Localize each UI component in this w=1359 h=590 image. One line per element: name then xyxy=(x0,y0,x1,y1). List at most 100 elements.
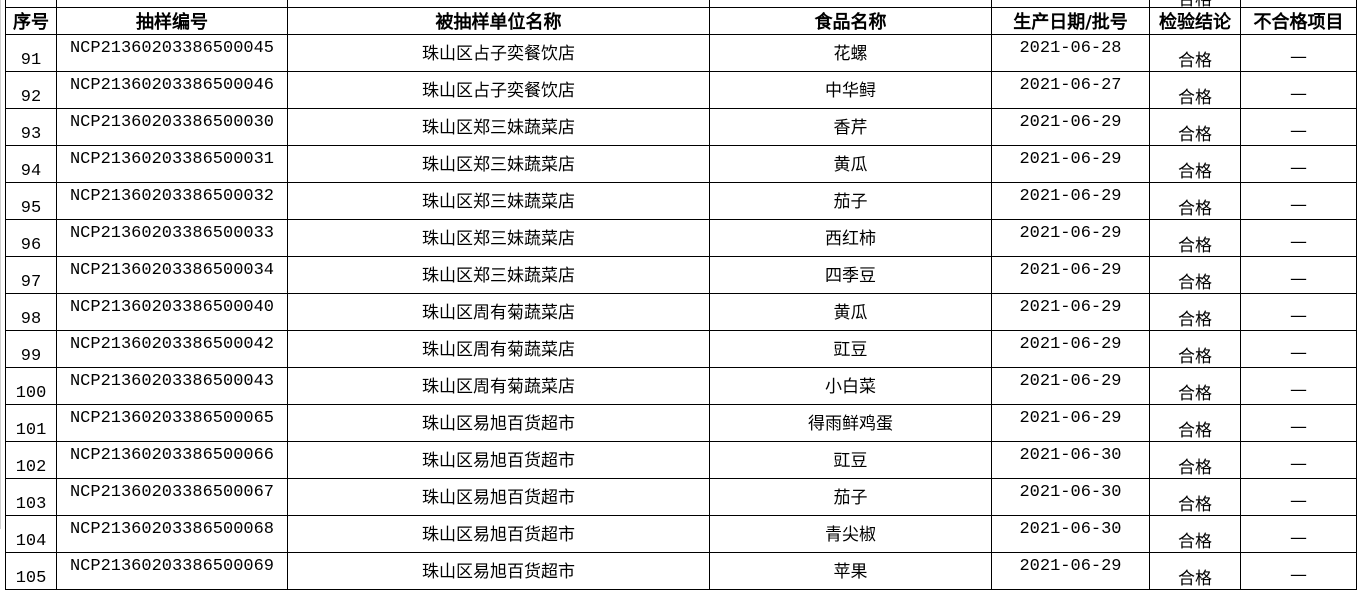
cell-date[interactable]: 2021-06-29 xyxy=(991,108,1150,146)
cell-fail[interactable]: — xyxy=(1240,552,1357,590)
cell-code[interactable]: NCP21360203386500068 xyxy=(56,515,288,553)
cell-no[interactable]: 94 xyxy=(5,145,57,183)
cell-no[interactable]: 96 xyxy=(5,219,57,257)
cell-fail[interactable]: — xyxy=(1240,145,1357,183)
cell-result[interactable]: 合格 xyxy=(1149,108,1241,146)
cell-date[interactable]: 2021-06-29 xyxy=(991,404,1150,442)
cell-food[interactable]: 香芹 xyxy=(709,108,992,146)
cell-unit[interactable]: 珠山区郑三妹蔬菜店 xyxy=(287,219,710,257)
cell-unit[interactable]: 珠山区郑三妹蔬菜店 xyxy=(287,145,710,183)
cell-food[interactable]: 西红柿 xyxy=(709,219,992,257)
cell-code[interactable]: NCP21360203386500046 xyxy=(56,71,288,109)
cell-code[interactable]: NCP21360203386500043 xyxy=(56,367,288,405)
header-fail[interactable]: 不合格项目 xyxy=(1240,7,1357,35)
cell-fail[interactable]: — xyxy=(1240,478,1357,516)
cell-result[interactable]: 合格 xyxy=(1149,552,1241,590)
cell-result[interactable]: 合格 xyxy=(1149,367,1241,405)
cell-food[interactable]: 中华鲟 xyxy=(709,71,992,109)
cell[interactable] xyxy=(991,0,1150,8)
header-unit[interactable]: 被抽样单位名称 xyxy=(287,7,710,35)
cell-food[interactable]: 得雨鲜鸡蛋 xyxy=(709,404,992,442)
header-code[interactable]: 抽样编号 xyxy=(56,7,288,35)
cell-result[interactable]: 合格 xyxy=(1149,145,1241,183)
cell-no[interactable]: 103 xyxy=(5,478,57,516)
cell-code[interactable]: NCP21360203386500066 xyxy=(56,441,288,479)
cell-no[interactable]: 91 xyxy=(5,34,57,72)
cell-no[interactable]: 100 xyxy=(5,367,57,405)
cell-code[interactable]: NCP21360203386500033 xyxy=(56,219,288,257)
cell-fail[interactable]: — xyxy=(1240,515,1357,553)
cell-unit[interactable]: 珠山区易旭百货超市 xyxy=(287,404,710,442)
cell-date[interactable]: 2021-06-29 xyxy=(991,367,1150,405)
cell-unit[interactable]: 珠山区易旭百货超市 xyxy=(287,478,710,516)
cell-result[interactable]: 合格 xyxy=(1149,219,1241,257)
cell-unit[interactable]: 珠山区易旭百货超市 xyxy=(287,552,710,590)
cell-no[interactable]: 97 xyxy=(5,256,57,294)
cell-date[interactable]: 2021-06-28 xyxy=(991,34,1150,72)
header-date[interactable]: 生产日期/批号 xyxy=(991,7,1150,35)
cell-date[interactable]: 2021-06-30 xyxy=(991,441,1150,479)
cell-date[interactable]: 2021-06-30 xyxy=(991,515,1150,553)
cell-unit[interactable]: 珠山区周有菊蔬菜店 xyxy=(287,330,710,368)
cell-unit[interactable]: 珠山区占子奕餐饮店 xyxy=(287,34,710,72)
cell-food[interactable]: 花螺 xyxy=(709,34,992,72)
cell[interactable] xyxy=(5,0,57,8)
cell-fail[interactable]: — xyxy=(1240,367,1357,405)
cell-unit[interactable]: 珠山区周有菊蔬菜店 xyxy=(287,367,710,405)
cell[interactable] xyxy=(56,0,288,8)
cell-date[interactable]: 2021-06-29 xyxy=(991,552,1150,590)
cell-code[interactable]: NCP21360203386500042 xyxy=(56,330,288,368)
cell-fail[interactable]: — xyxy=(1240,71,1357,109)
cell-unit[interactable]: 珠山区郑三妹蔬菜店 xyxy=(287,256,710,294)
cell-fail[interactable]: — xyxy=(1240,219,1357,257)
cell-date[interactable]: 2021-06-29 xyxy=(991,182,1150,220)
cell-date[interactable]: 2021-06-29 xyxy=(991,330,1150,368)
cell-result[interactable]: 合格 xyxy=(1149,34,1241,72)
cell-food[interactable]: 豇豆 xyxy=(709,330,992,368)
cell-no[interactable]: 99 xyxy=(5,330,57,368)
cell-no[interactable]: 104 xyxy=(5,515,57,553)
cell-fail[interactable]: — xyxy=(1240,293,1357,331)
cell-no[interactable]: 102 xyxy=(5,441,57,479)
cell-date[interactable]: 2021-06-29 xyxy=(991,293,1150,331)
cell-result[interactable]: 合格 xyxy=(1149,293,1241,331)
cell-result[interactable]: 合格 xyxy=(1149,404,1241,442)
cell-no[interactable]: 93 xyxy=(5,108,57,146)
cell-date[interactable]: 2021-06-30 xyxy=(991,478,1150,516)
cell-fail[interactable]: — xyxy=(1240,404,1357,442)
cell-code[interactable]: NCP21360203386500031 xyxy=(56,145,288,183)
cell[interactable] xyxy=(1240,0,1357,8)
cell-food[interactable]: 苹果 xyxy=(709,552,992,590)
cell-code[interactable]: NCP21360203386500069 xyxy=(56,552,288,590)
cell-code[interactable]: NCP21360203386500045 xyxy=(56,34,288,72)
cell-food[interactable]: 黄瓜 xyxy=(709,145,992,183)
cell-fail[interactable]: — xyxy=(1240,441,1357,479)
cell-date[interactable]: 2021-06-29 xyxy=(991,145,1150,183)
cell-unit[interactable]: 珠山区易旭百货超市 xyxy=(287,441,710,479)
header-result[interactable]: 检验结论 xyxy=(1149,7,1241,35)
cell-code[interactable]: NCP21360203386500065 xyxy=(56,404,288,442)
cell-food[interactable]: 青尖椒 xyxy=(709,515,992,553)
cell-code[interactable]: NCP21360203386500030 xyxy=(56,108,288,146)
cell-fail[interactable]: — xyxy=(1240,330,1357,368)
cell-no[interactable]: 98 xyxy=(5,293,57,331)
cell-food[interactable]: 茄子 xyxy=(709,478,992,516)
cell-code[interactable]: NCP21360203386500040 xyxy=(56,293,288,331)
cell-food[interactable]: 茄子 xyxy=(709,182,992,220)
cell-fail[interactable]: — xyxy=(1240,256,1357,294)
cell-unit[interactable]: 珠山区郑三妹蔬菜店 xyxy=(287,108,710,146)
cell-food[interactable]: 黄瓜 xyxy=(709,293,992,331)
cell-fail[interactable]: — xyxy=(1240,182,1357,220)
cell-result[interactable]: 合格 xyxy=(1149,0,1241,8)
cell-unit[interactable]: 珠山区郑三妹蔬菜店 xyxy=(287,182,710,220)
cell-food[interactable]: 小白菜 xyxy=(709,367,992,405)
cell-result[interactable]: 合格 xyxy=(1149,256,1241,294)
cell-no[interactable]: 101 xyxy=(5,404,57,442)
cell-result[interactable]: 合格 xyxy=(1149,441,1241,479)
cell-result[interactable]: 合格 xyxy=(1149,515,1241,553)
cell-no[interactable]: 95 xyxy=(5,182,57,220)
cell-no[interactable]: 92 xyxy=(5,71,57,109)
cell-result[interactable]: 合格 xyxy=(1149,71,1241,109)
cell-result[interactable]: 合格 xyxy=(1149,182,1241,220)
cell-fail[interactable]: — xyxy=(1240,34,1357,72)
